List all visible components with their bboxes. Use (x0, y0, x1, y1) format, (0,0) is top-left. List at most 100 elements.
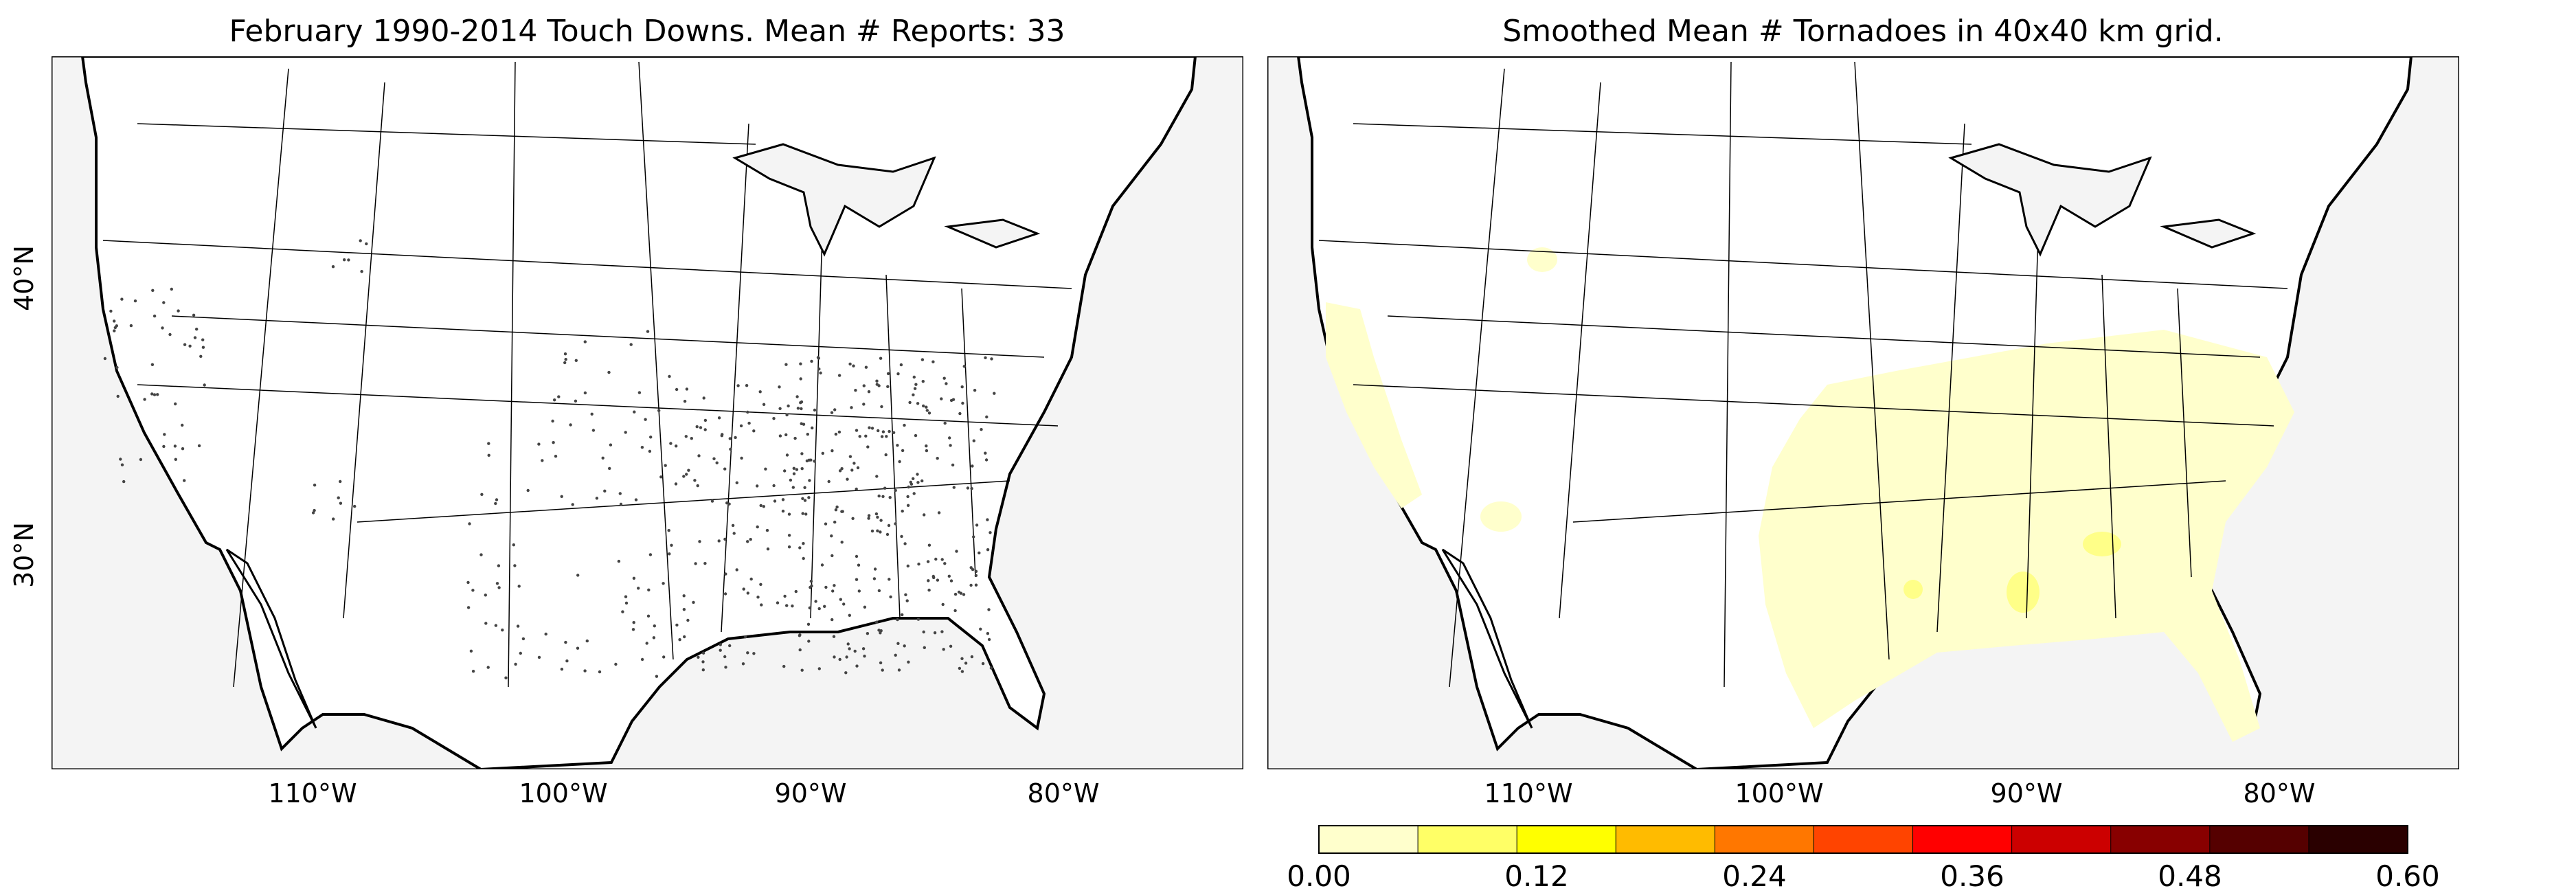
touchdown-dot (590, 412, 594, 416)
touchdown-dot (803, 499, 807, 502)
touchdown-dot (870, 529, 874, 533)
touchdown-dot (867, 390, 871, 394)
touchdown-dot (970, 487, 973, 490)
touchdown-dot (682, 608, 686, 611)
touchdown-dot (901, 509, 904, 513)
touchdown-dot (921, 380, 925, 383)
touchdown-dot (683, 635, 686, 639)
touchdown-dot (762, 505, 766, 508)
touchdown-dot (603, 489, 607, 493)
touchdown-dot (883, 486, 887, 490)
touchdown-dot (512, 543, 515, 547)
touchdown-dot (920, 358, 925, 361)
touchdown-dot (981, 662, 985, 666)
touchdown-dot (889, 595, 892, 599)
touchdown-dot (740, 456, 743, 460)
touchdown-dot (789, 478, 793, 482)
density-spot-mississippi (2007, 572, 2040, 613)
touchdown-dot (682, 475, 686, 478)
touchdown-dot (831, 618, 834, 622)
touchdown-dot (564, 640, 567, 644)
touchdown-dot (855, 429, 859, 432)
touchdown-dot (867, 517, 870, 520)
touchdown-dot (846, 642, 850, 646)
touchdown-dot (560, 668, 564, 671)
touchdown-dot (181, 423, 184, 427)
density-spot-arizona (1480, 501, 1522, 532)
touchdown-dot (756, 596, 760, 599)
touchdown-dot (937, 511, 941, 515)
touchdown-dot (156, 393, 159, 396)
touchdown-dot (619, 502, 623, 506)
touchdown-dot (875, 383, 879, 386)
touchdown-dot (969, 566, 973, 569)
touchdown-dot (980, 428, 983, 431)
touchdown-dot (129, 324, 133, 328)
touchdown-dot (675, 444, 678, 448)
touchdown-dot (801, 497, 804, 500)
touchdown-dot (794, 589, 798, 594)
touchdown-dot (799, 362, 802, 365)
touchdown-dot (151, 289, 155, 292)
touchdown-dot (874, 620, 879, 624)
touchdown-dot (576, 574, 580, 577)
touchdown-dot (162, 301, 166, 304)
touchdown-dot (595, 497, 599, 500)
touchdown-dot (800, 452, 804, 455)
touchdown-dot (908, 400, 912, 405)
touchdown-dot (807, 496, 811, 499)
touchdown-dot (712, 457, 716, 460)
touchdown-dot (986, 548, 990, 552)
touchdown-dot (833, 655, 836, 659)
touchdown-dot (817, 368, 821, 371)
touchdown-dot (736, 384, 740, 387)
left-map-title: February 1990-2014 Touch Downs. Mean # R… (229, 14, 1065, 49)
touchdown-dot (837, 374, 841, 377)
touchdown-dot (683, 400, 687, 403)
colorbar-swatch (1912, 825, 2013, 854)
density-spot-montana (1527, 247, 1557, 272)
touchdown-dot (514, 662, 517, 666)
colorbar-tick-3: 0.36 (1940, 859, 2004, 893)
touchdown-dot (852, 462, 856, 465)
touchdown-dot (858, 435, 861, 438)
touchdown-dot (819, 371, 822, 375)
touchdown-dot (986, 518, 989, 521)
touchdown-dot (576, 646, 580, 650)
touchdown-dot (833, 520, 837, 524)
touchdown-dot (949, 444, 952, 447)
touchdown-dot (551, 419, 554, 423)
touchdown-dot (927, 579, 930, 583)
touchdown-dot (914, 433, 918, 438)
touchdown-dot (343, 258, 346, 262)
touchdown-dot (640, 657, 644, 662)
touchdown-dot (682, 594, 686, 598)
touchdown-dot (183, 343, 187, 346)
touchdown-dot (863, 655, 866, 658)
touchdown-dot (662, 655, 666, 659)
touchdown-dot (122, 479, 126, 484)
touchdown-dot (922, 630, 925, 634)
touchdown-dot (942, 648, 945, 651)
touchdown-dot (795, 468, 799, 471)
touchdown-dot (925, 409, 929, 412)
touchdown-dot (942, 376, 946, 380)
touchdown-dot (831, 554, 834, 558)
touchdown-dot (787, 534, 791, 537)
touchdown-dot (940, 630, 944, 633)
touchdown-dot (842, 602, 846, 606)
touchdown-dot (840, 467, 844, 471)
touchdown-dot (971, 464, 974, 468)
touchdown-dot (728, 644, 732, 648)
touchdown-dot (873, 567, 877, 571)
touchdown-dot (517, 585, 521, 588)
touchdown-dot (174, 402, 177, 406)
touchdown-dot (634, 498, 638, 501)
touchdown-dot (621, 610, 624, 613)
touchdown-dot (674, 482, 678, 486)
touchdown-dot (103, 357, 107, 361)
touchdown-dot (884, 453, 888, 457)
touchdown-dot (987, 637, 991, 642)
touchdown-dot (162, 444, 166, 449)
touchdown-dot (986, 632, 990, 635)
